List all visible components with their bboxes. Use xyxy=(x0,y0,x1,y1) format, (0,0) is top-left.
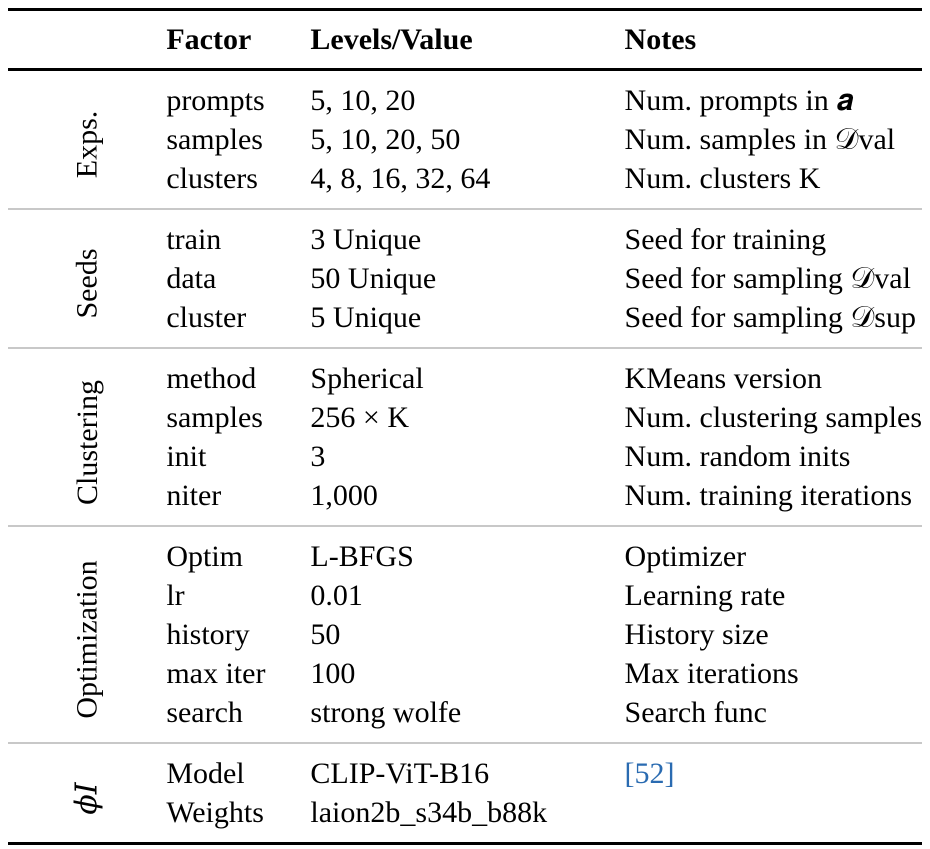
header-row: Factor Levels/Value Notes xyxy=(8,9,922,70)
factor-cell: search xyxy=(166,696,243,729)
level-cell: strong wolfe xyxy=(310,696,462,729)
notes-cell: Num. clustering samples xyxy=(624,401,922,434)
table-row: clusters 4, 8, 16, 32, 64 Num. clusters … xyxy=(8,159,922,209)
notes-cell xyxy=(625,793,922,844)
level-cell: laion2b_s34b_b88k xyxy=(310,796,548,829)
table-row: max iter 100 Max iterations xyxy=(8,654,922,693)
group-label: Optimization xyxy=(70,560,104,719)
factor-cell: history xyxy=(166,618,250,651)
table-row: niter 1,000 Num. training iterations xyxy=(8,476,922,526)
notes-cell: Max iterations xyxy=(624,657,799,690)
notes-cell: Num. prompts in 𝒂 xyxy=(624,84,854,117)
group-label: Clustering xyxy=(70,379,104,505)
level-cell: L-BFGS xyxy=(310,540,414,573)
level-cell: Spherical xyxy=(310,362,424,395)
notes-cell: Num. training iterations xyxy=(624,479,912,512)
factor-cell: Optim xyxy=(166,540,243,573)
factor-cell: samples xyxy=(166,123,263,156)
table-row: Weights laion2b_s34b_b88k xyxy=(8,793,922,844)
notes-cell: Num. random inits xyxy=(624,440,851,473)
factor-cell: lr xyxy=(166,579,185,612)
group-label: Seeds xyxy=(70,248,104,319)
level-cell: 1,000 xyxy=(310,479,378,512)
table-row: history 50 History size xyxy=(8,615,922,654)
notes-cell: Optimizer xyxy=(624,540,747,573)
group-label-cell: Exps. xyxy=(8,70,166,210)
factor-cell: train xyxy=(166,223,222,256)
factor-cell: method xyxy=(166,362,257,395)
hyperparameter-table: Factor Levels/Value Notes Exps. prompts … xyxy=(8,8,922,845)
level-cell: 4, 8, 16, 32, 64 xyxy=(310,162,491,195)
table-row: samples 256 × K Num. clustering samples xyxy=(8,398,922,437)
level-cell: 5, 10, 20 xyxy=(310,84,416,117)
factor-cell: init xyxy=(166,440,207,473)
table-row: lr 0.01 Learning rate xyxy=(8,576,922,615)
notes-cell: Search func xyxy=(624,696,767,729)
notes-cell: Seed for training xyxy=(624,223,827,256)
notes-cell: Seed for sampling 𝒟val xyxy=(624,262,911,295)
table-row: search strong wolfe Search func xyxy=(8,693,922,743)
table-row: Clustering method Spherical KMeans versi… xyxy=(8,348,922,505)
group-label-cell: Clustering xyxy=(8,348,166,526)
level-cell: 0.01 xyxy=(310,579,363,612)
notes-cell: Learning rate xyxy=(624,579,786,612)
table-row: samples 5, 10, 20, 50 Num. samples in 𝒟v… xyxy=(8,120,922,159)
notes-cell: Num. samples in 𝒟val xyxy=(624,123,896,156)
table-row: ϕI Model CLIP-ViT-B16 [52] xyxy=(8,743,922,814)
level-cell: 100 xyxy=(310,657,356,690)
level-cell: 5 Unique xyxy=(310,301,422,334)
table-row: cluster 5 Unique Seed for sampling 𝒟sup xyxy=(8,298,922,348)
factor-cell: prompts xyxy=(166,84,265,117)
factor-cell: cluster xyxy=(166,301,247,334)
level-cell: 50 Unique xyxy=(310,262,437,295)
factor-cell: clusters xyxy=(166,162,258,195)
group-label-cell: Seeds xyxy=(8,209,166,348)
level-cell: 256 × K xyxy=(310,401,409,434)
factor-cell: Model xyxy=(166,757,245,790)
factor-cell: data xyxy=(166,262,217,295)
level-cell: 3 xyxy=(310,440,326,473)
level-cell: 5, 10, 20, 50 xyxy=(310,123,461,156)
factor-cell: niter xyxy=(166,479,222,512)
citation-link[interactable]: [52] xyxy=(624,757,675,790)
table-row: Exps. prompts 5, 10, 20 Num. prompts in … xyxy=(8,69,922,178)
notes-cell: Num. clusters K xyxy=(624,162,821,195)
factor-cell: samples xyxy=(166,401,263,434)
level-cell: CLIP-ViT-B16 xyxy=(310,757,490,790)
table-row: Optimization Optim L-BFGS Optimizer xyxy=(8,526,922,719)
group-label: Exps. xyxy=(70,110,104,179)
header-factor: Factor xyxy=(166,23,252,56)
level-cell: 3 Unique xyxy=(310,223,422,256)
notes-cell: KMeans version xyxy=(624,362,823,395)
group-label-cell: Optimization xyxy=(8,526,166,743)
table-row: Seeds train 3 Unique Seed for training xyxy=(8,209,922,319)
notes-cell: Seed for sampling 𝒟sup xyxy=(624,301,916,334)
group-label-cell: ϕI xyxy=(8,743,166,844)
factor-cell: max iter xyxy=(166,657,266,690)
table-row: data 50 Unique Seed for sampling 𝒟val xyxy=(8,259,922,298)
header-levels: Levels/Value xyxy=(310,23,473,56)
factor-cell: Weights xyxy=(166,796,264,829)
notes-cell: History size xyxy=(624,618,769,651)
group-label: ϕI xyxy=(69,781,105,815)
table-row: init 3 Num. random inits xyxy=(8,437,922,476)
level-cell: 50 xyxy=(310,618,341,651)
header-notes: Notes xyxy=(624,23,697,56)
